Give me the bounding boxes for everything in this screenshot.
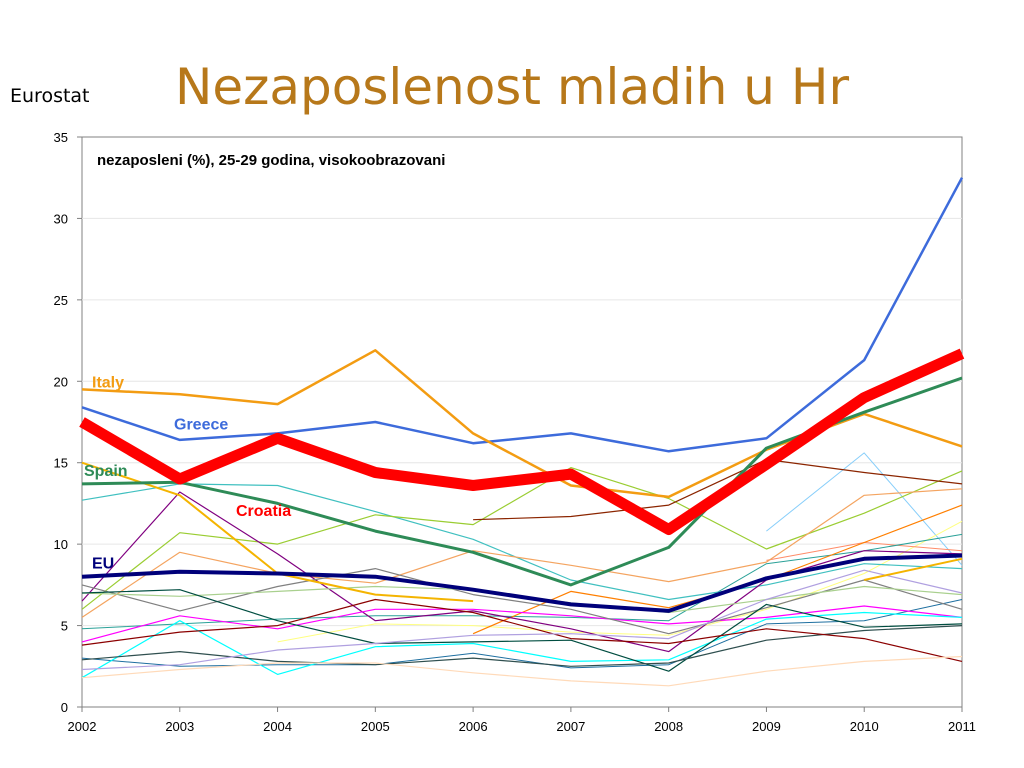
series-line-series-8 (81, 467, 963, 610)
x-tick-label: 2009 (752, 719, 781, 734)
series-line-series-9 (473, 458, 963, 521)
source-label: Eurostat (10, 85, 90, 107)
y-tick-label: 20 (54, 374, 68, 389)
x-tick-label: 2010 (850, 719, 879, 734)
x-tick-label: 2011 (948, 719, 976, 734)
y-axis: 0 5 10 15 20 25 30 35 (54, 130, 82, 715)
series-line-series-12 (81, 491, 963, 653)
y-tick-label: 10 (54, 537, 68, 552)
series-line-series-7 (863, 557, 963, 581)
x-tick-label: 2007 (556, 719, 585, 734)
series-label-spain: Spain (84, 463, 128, 480)
series-line-series-19 (81, 625, 963, 667)
x-axis: 2002 2003 2004 2005 2006 2007 2008 2009 2010 2011 (68, 707, 976, 734)
y-tick-label: 0 (61, 700, 68, 715)
x-tick-label: 2008 (654, 719, 683, 734)
series-line-greece (81, 177, 964, 453)
x-tick-label: 2003 (165, 719, 194, 734)
y-tick-label: 5 (61, 619, 68, 634)
x-tick-label: 2006 (459, 719, 488, 734)
y-tick-label: 35 (54, 130, 68, 145)
series-label-italy: Italy (92, 374, 124, 391)
x-tick-label: 2002 (68, 719, 97, 734)
series-label-eu: EU (92, 556, 114, 573)
series-label-croatia: Croatia (236, 503, 291, 520)
series-line-series-23 (277, 520, 963, 643)
series-line-series-21 (81, 569, 963, 671)
series-line-series-22 (81, 655, 963, 687)
y-tick-label: 25 (54, 293, 68, 308)
series-line-croatia (79, 348, 965, 535)
series-line-series-18 (81, 589, 963, 672)
y-tick-label: 30 (54, 211, 68, 226)
series-line-series-10 (81, 488, 963, 618)
series-line-series-15 (81, 568, 963, 635)
series-line-series-14 (81, 605, 963, 643)
series-line-eu (81, 553, 963, 613)
series-label-greece: Greece (174, 416, 228, 433)
x-tick-label: 2005 (361, 719, 390, 734)
slide-title: Nezaposlenost mladih u Hr (174, 58, 850, 116)
series-labels: Croatia Greece Italy Spain EU (84, 374, 291, 572)
chart-subtitle: nezaposleni (%), 25-29 godina, visokoobr… (97, 152, 445, 169)
x-tick-label: 2004 (263, 719, 292, 734)
series-line-series-26 (81, 533, 963, 630)
series-line-series-6 (81, 483, 963, 601)
series-line-series-13 (766, 452, 963, 566)
series-lines (79, 177, 965, 687)
y-tick-label: 15 (54, 456, 68, 471)
series-line-series-20 (81, 598, 963, 662)
series-line-series-24 (81, 599, 963, 669)
